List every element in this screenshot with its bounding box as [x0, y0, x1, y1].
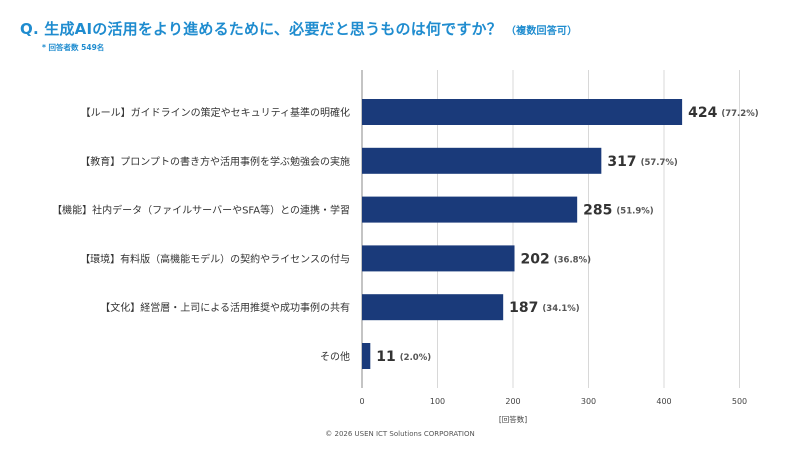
x-tick-label: 200: [505, 397, 520, 406]
title-text: Q. 生成AIの活用をより進めるために、必要だと思うものは何ですか？: [20, 20, 502, 38]
percent-label: (36.8%): [554, 255, 591, 265]
percent-label: (34.1%): [542, 304, 579, 314]
x-tick-label: 0: [359, 397, 364, 406]
percent-label: (57.7%): [641, 158, 678, 168]
percent-label: (77.2%): [721, 109, 758, 119]
bar: [362, 343, 371, 369]
percent-label: (51.9%): [616, 207, 653, 217]
category-label: 【文化】経営層・上司による活用推奨や成功事例の共有: [100, 301, 350, 314]
value-label: 202: [521, 251, 550, 267]
value-label: 317: [607, 154, 636, 170]
title-note: （複数回答可）: [505, 26, 578, 37]
x-tick-label: 300: [581, 397, 596, 406]
x-tick-label: 500: [732, 397, 747, 406]
bar: [362, 294, 504, 321]
category-label: 【機能】社内データ（ファイルサーバーやSFA等）との連携・学習: [52, 204, 350, 217]
category-label: その他: [320, 350, 350, 363]
value-label: 11: [376, 349, 395, 365]
x-tick-label: 100: [430, 397, 445, 406]
category-label: 【教育】プロンプトの書き方や活用事例を学ぶ勉強会の実施: [80, 155, 350, 168]
value-label: 187: [509, 300, 538, 316]
percent-label: (2.0%): [400, 353, 431, 363]
category-label: 【環境】有料版（高機能モデル）の契約やライセンスの付与: [80, 252, 350, 265]
bar: [362, 147, 602, 174]
bar: [362, 196, 578, 223]
x-axis-label: [回答数]: [499, 414, 527, 424]
value-label: 424: [688, 105, 717, 121]
copyright: © 2026 USEN ICT Solutions CORPORATION: [325, 430, 475, 438]
category-label: 【ルール】ガイドラインの策定やセキュリティ基準の明確化: [81, 106, 350, 119]
bar: [362, 245, 515, 272]
value-label: 285: [583, 203, 612, 219]
x-tick-label: 400: [656, 397, 671, 406]
respondent-count: * 回答者数 549名: [42, 43, 105, 52]
chart-title: Q. 生成AIの活用をより進めるために、必要だと思うものは何ですか？ （複数回答可…: [20, 18, 577, 39]
bar: [362, 99, 683, 125]
